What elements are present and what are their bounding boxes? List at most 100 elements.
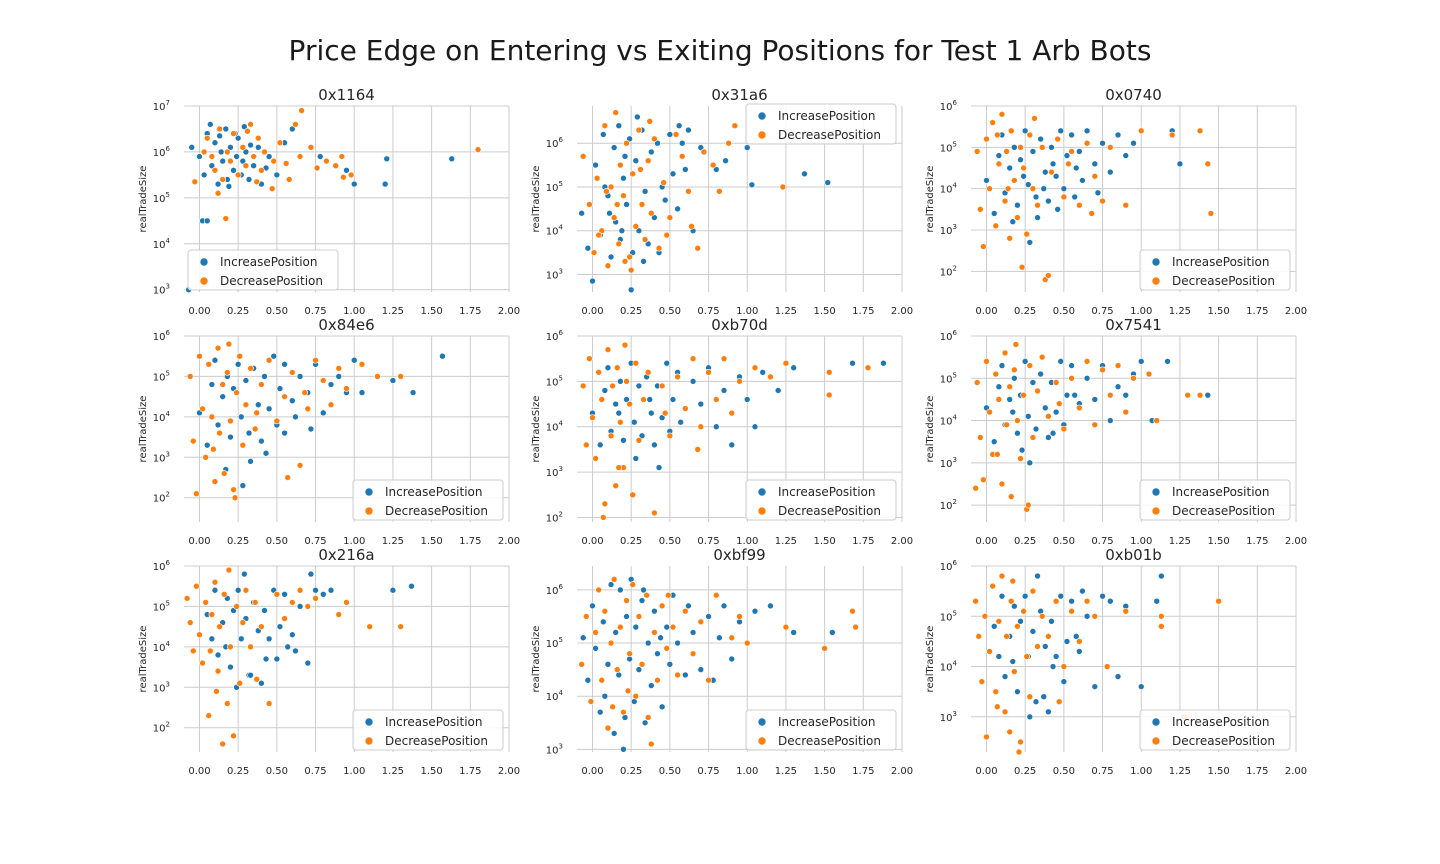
- decrease-point: [319, 377, 327, 384]
- increase-point: [409, 389, 417, 396]
- increase-point: [596, 441, 604, 449]
- decrease-point: [623, 597, 630, 604]
- increase-point: [647, 682, 655, 689]
- decrease-point: [644, 368, 652, 376]
- increase-point: [592, 161, 599, 169]
- legend-marker: [199, 257, 209, 267]
- decrease-point: [972, 597, 979, 605]
- increase-point: [790, 364, 797, 372]
- increase-point: [1032, 193, 1040, 201]
- decrease-point: [1026, 362, 1034, 369]
- decrease-point: [609, 382, 616, 390]
- legend-box: [352, 709, 504, 751]
- decrease-point: [1023, 230, 1031, 238]
- decrease-point: [335, 611, 343, 618]
- decrease-point: [258, 623, 265, 630]
- increase-point: [1011, 374, 1018, 382]
- decrease-point: [250, 153, 257, 160]
- x-tick-label: 1.00: [736, 766, 758, 777]
- decrease-point: [1038, 353, 1046, 361]
- increase-point: [258, 437, 265, 445]
- increase-point: [350, 180, 358, 188]
- increase-point: [584, 676, 592, 684]
- increase-point: [632, 455, 640, 462]
- decrease-point: [284, 474, 291, 481]
- decrease-point: [609, 703, 616, 711]
- increase-point: [1083, 374, 1091, 382]
- x-tick-label: 2.00: [891, 766, 913, 777]
- decrease-point: [1003, 633, 1010, 640]
- increase-point: [663, 359, 671, 367]
- decrease-point: [1045, 633, 1052, 640]
- x-tick-label: 0.75: [1091, 766, 1113, 777]
- increase-point: [1060, 185, 1068, 192]
- y-axis-label: realTradeSize: [531, 396, 542, 463]
- decrease-point: [674, 671, 681, 679]
- x-tick-label: 1.00: [1130, 306, 1152, 317]
- increase-point: [1041, 643, 1049, 650]
- increase-point: [610, 144, 618, 151]
- increase-point: [1158, 572, 1165, 580]
- legend-label: DecreasePosition: [778, 128, 881, 142]
- increase-point: [289, 125, 296, 133]
- x-tick-label: 1.00: [1130, 766, 1152, 777]
- increase-point: [1204, 391, 1212, 399]
- decrease-point: [601, 500, 609, 508]
- page-title: Price Edge on Entering vs Exiting Positi…: [288, 34, 1152, 67]
- y-tick-label: 103: [940, 456, 957, 470]
- increase-point: [751, 607, 759, 615]
- x-tick-label: 0.75: [1091, 536, 1113, 547]
- increase-point: [669, 170, 677, 178]
- increase-point: [1052, 172, 1060, 180]
- increase-point: [276, 385, 284, 392]
- decrease-point: [688, 223, 695, 230]
- decrease-point: [202, 454, 209, 461]
- increase-point: [1071, 193, 1078, 201]
- decrease-point: [689, 650, 697, 657]
- decrease-point: [1024, 501, 1032, 509]
- increase-point: [319, 591, 327, 598]
- increase-point: [1024, 413, 1032, 420]
- decrease-point: [1088, 210, 1096, 217]
- increase-point: [678, 139, 686, 147]
- decrease-point: [304, 603, 312, 610]
- decrease-point: [253, 675, 261, 683]
- legend: IncreasePosition DecreasePosition: [352, 479, 504, 521]
- increase-point: [647, 148, 655, 156]
- increase-point: [640, 586, 647, 594]
- increase-point: [242, 148, 250, 156]
- decrease-point: [617, 161, 624, 169]
- increase-point: [241, 570, 248, 578]
- decrease-point: [593, 174, 601, 182]
- increase-point: [674, 205, 681, 213]
- increase-point: [1122, 152, 1130, 159]
- increase-point: [829, 629, 836, 636]
- y-tick-label: 106: [153, 559, 171, 573]
- increase-point: [247, 458, 254, 465]
- decrease-point: [825, 391, 833, 399]
- scatter-points: [972, 341, 1212, 513]
- decrease-point: [623, 378, 630, 385]
- decrease-point: [205, 712, 213, 719]
- decrease-point: [995, 396, 1003, 403]
- decrease-point: [239, 619, 247, 626]
- decrease-point: [976, 206, 984, 213]
- decrease-point: [216, 429, 223, 437]
- y-tick-label: 105: [546, 374, 563, 388]
- increase-point: [644, 639, 652, 647]
- decrease-point: [202, 599, 209, 606]
- y-tick-label: 103: [153, 283, 170, 297]
- increase-point: [448, 155, 456, 163]
- legend-box: [1139, 709, 1291, 751]
- decrease-point: [736, 378, 743, 385]
- decrease-point: [976, 434, 984, 441]
- increase-point: [790, 629, 797, 636]
- decrease-point: [282, 160, 290, 167]
- increase-point: [1011, 144, 1018, 151]
- decrease-point: [651, 135, 658, 143]
- decrease-point: [716, 188, 723, 195]
- decrease-point: [1001, 708, 1009, 716]
- decrease-point: [211, 578, 219, 586]
- increase-point: [720, 602, 728, 610]
- increase-point: [606, 209, 613, 217]
